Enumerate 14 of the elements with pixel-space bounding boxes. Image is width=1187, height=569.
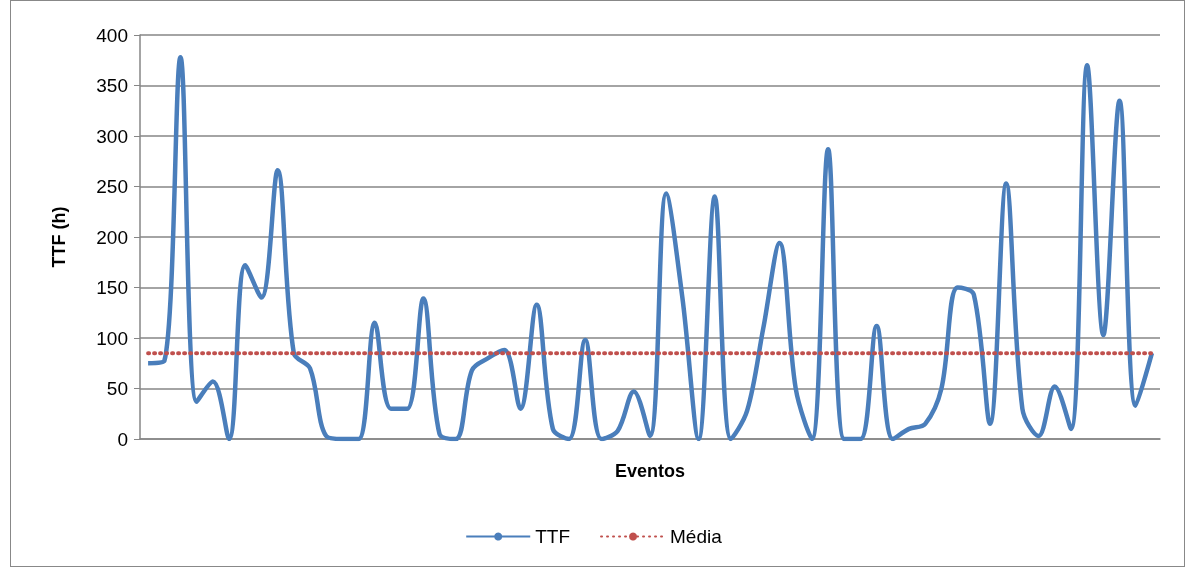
y-tick-label: 0 — [117, 428, 128, 450]
legend-label: TTF — [535, 526, 571, 547]
line-series — [145, 54, 1155, 442]
y-tick-label: 400 — [96, 24, 128, 46]
y-tick-label: 200 — [96, 226, 128, 248]
y-tick-label: 150 — [96, 277, 128, 298]
y-tick-label: 350 — [96, 75, 128, 96]
y-tick-label: 100 — [96, 327, 128, 349]
y-tick-label: 250 — [96, 176, 128, 197]
y-tick-label: 50 — [106, 378, 128, 399]
y-axis-title: TTF (h) — [49, 206, 69, 268]
legend-label: Média — [670, 526, 723, 547]
x-axis-title: Eventos — [614, 461, 686, 481]
y-tick-label: 300 — [96, 125, 128, 147]
